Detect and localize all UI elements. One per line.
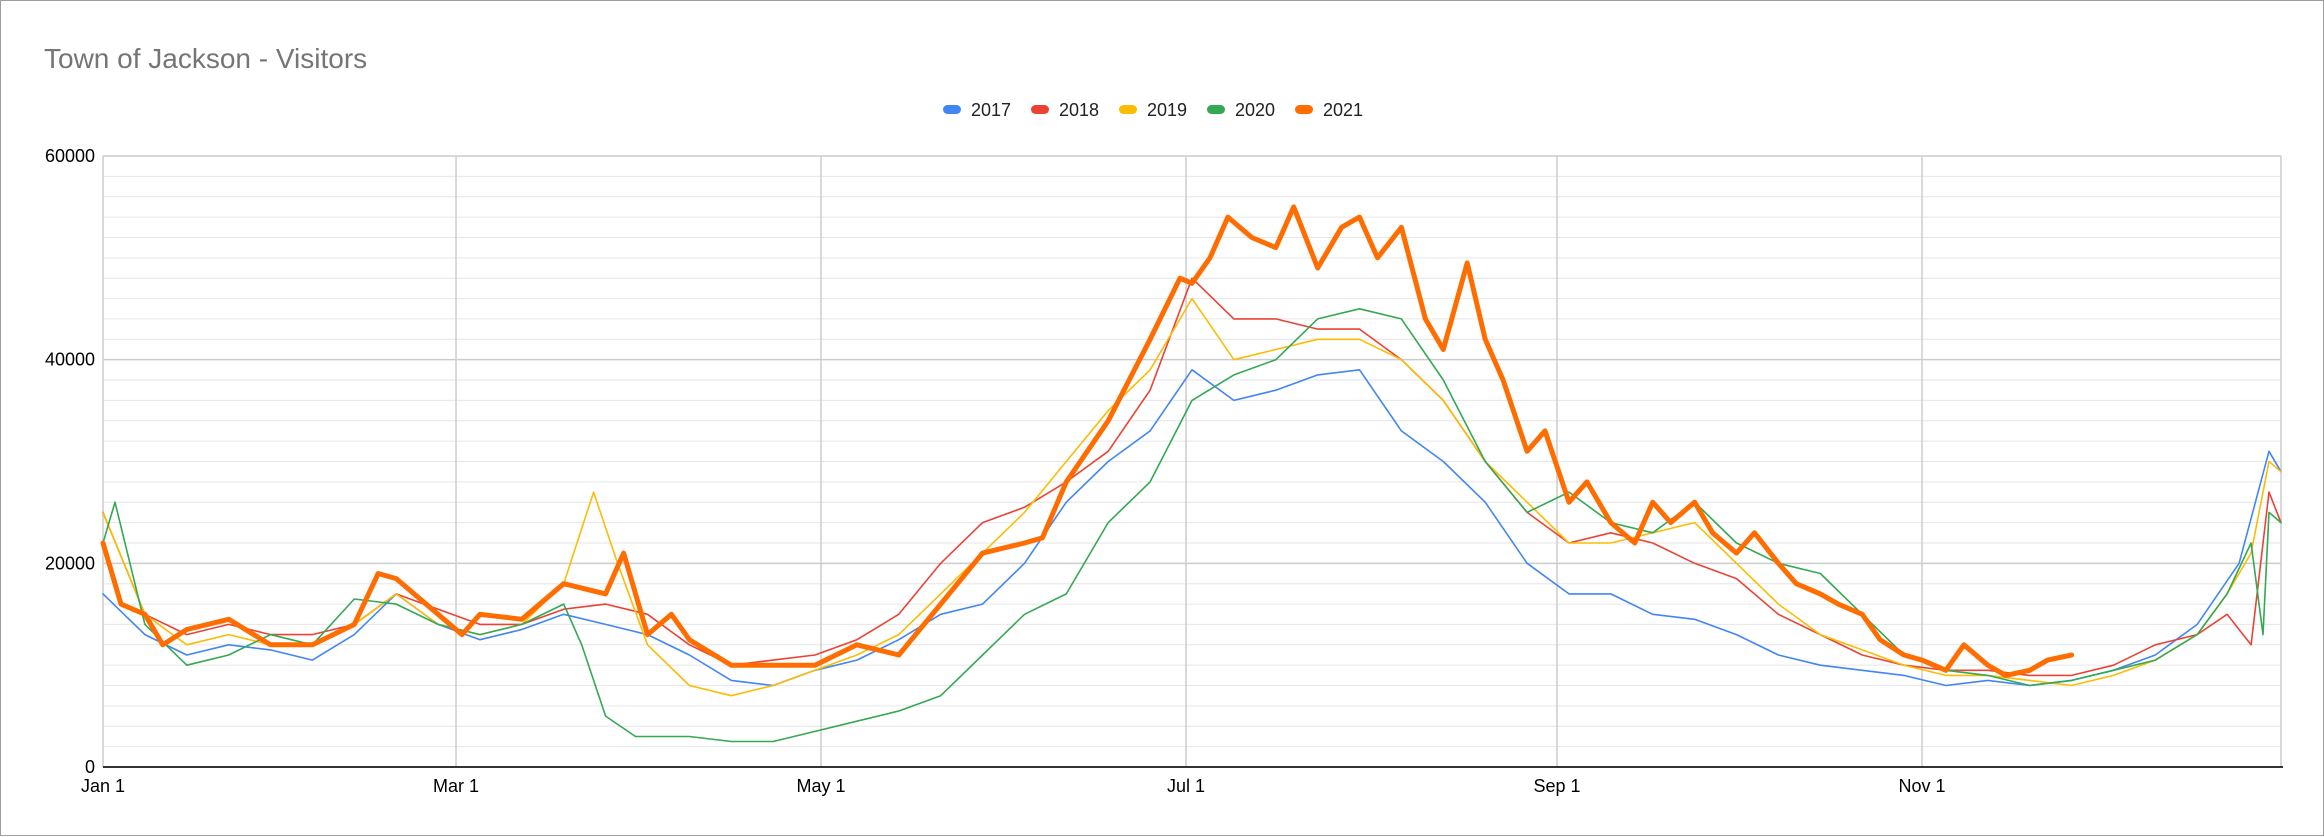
series-layer bbox=[103, 207, 2281, 742]
y-tick-label: 0 bbox=[85, 757, 95, 777]
y-tick-label: 20000 bbox=[45, 553, 95, 573]
legend-label: 2021 bbox=[1323, 100, 1363, 120]
series-line-2019 bbox=[103, 299, 2281, 696]
legend-swatch bbox=[943, 105, 961, 114]
series-2018 bbox=[103, 278, 2281, 675]
series-2019 bbox=[103, 299, 2281, 696]
legend-swatch bbox=[1031, 105, 1049, 114]
x-tick-label: Jan 1 bbox=[81, 776, 125, 796]
x-tick-label: Mar 1 bbox=[433, 776, 479, 796]
x-tick-label: Nov 1 bbox=[1898, 776, 1945, 796]
legend-item-2018: 2018 bbox=[1031, 100, 1099, 120]
legend: 2017 2018 2019 2020 2021 bbox=[943, 100, 1363, 120]
legend-swatch bbox=[1207, 105, 1225, 114]
legend-label: 2017 bbox=[971, 100, 1011, 120]
y-tick-label: 40000 bbox=[45, 350, 95, 370]
legend-swatch bbox=[1119, 105, 1137, 114]
series-2020 bbox=[103, 309, 2281, 742]
x-tick-label: Jul 1 bbox=[1167, 776, 1205, 796]
x-tick-label: May 1 bbox=[797, 776, 846, 796]
series-2017 bbox=[103, 370, 2281, 686]
legend-item-2017: 2017 bbox=[943, 100, 1011, 120]
legend-item-2019: 2019 bbox=[1119, 100, 1187, 120]
axes: 0 20000 40000 60000 Jan 1 Mar 1 May 1 Jul 1 Sep … bbox=[45, 146, 2283, 796]
series-line-2018 bbox=[103, 278, 2281, 675]
legend-label: 2018 bbox=[1059, 100, 1099, 120]
series-line-2017 bbox=[103, 370, 2281, 686]
legend-item-2021: 2021 bbox=[1295, 100, 1363, 120]
legend-item-2020: 2020 bbox=[1207, 100, 1275, 120]
chart-title: Town of Jackson - Visitors bbox=[44, 43, 367, 74]
legend-label: 2020 bbox=[1235, 100, 1275, 120]
legend-swatch bbox=[1295, 105, 1313, 114]
x-tick-label: Sep 1 bbox=[1533, 776, 1580, 796]
y-tick-label: 60000 bbox=[45, 146, 95, 166]
legend-label: 2019 bbox=[1147, 100, 1187, 120]
series-line-2020 bbox=[103, 309, 2281, 742]
